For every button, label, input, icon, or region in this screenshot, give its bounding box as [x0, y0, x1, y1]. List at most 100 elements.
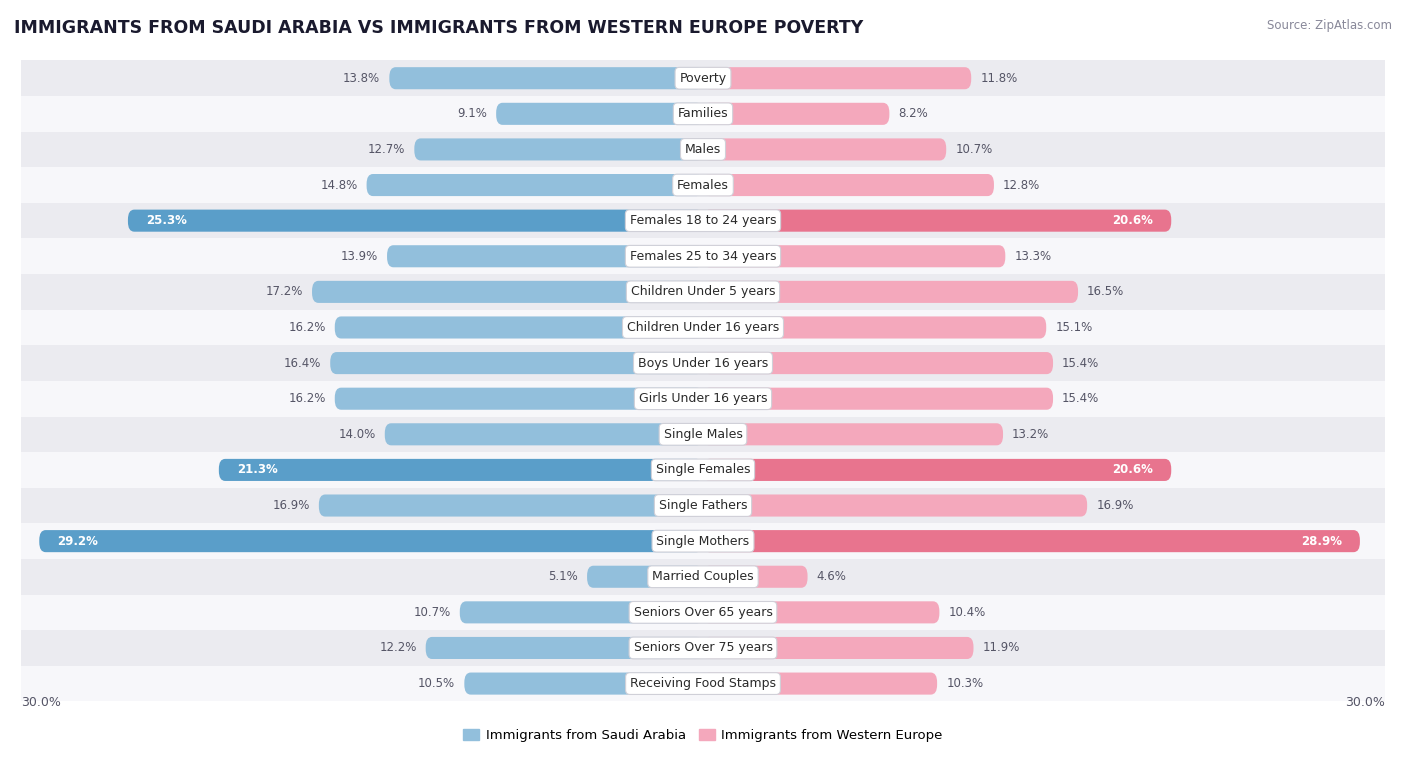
- FancyBboxPatch shape: [703, 174, 994, 196]
- Text: 15.4%: 15.4%: [1062, 356, 1099, 370]
- FancyBboxPatch shape: [21, 523, 1385, 559]
- Text: 28.9%: 28.9%: [1301, 534, 1341, 547]
- FancyBboxPatch shape: [21, 168, 1385, 203]
- Text: 12.7%: 12.7%: [368, 143, 405, 156]
- Text: 12.8%: 12.8%: [1002, 179, 1040, 192]
- FancyBboxPatch shape: [703, 494, 1087, 516]
- Text: 16.2%: 16.2%: [288, 392, 326, 406]
- Text: 15.4%: 15.4%: [1062, 392, 1099, 406]
- FancyBboxPatch shape: [21, 346, 1385, 381]
- Text: Poverty: Poverty: [679, 72, 727, 85]
- Text: 13.2%: 13.2%: [1012, 428, 1049, 441]
- FancyBboxPatch shape: [21, 274, 1385, 310]
- FancyBboxPatch shape: [330, 352, 703, 374]
- Text: Boys Under 16 years: Boys Under 16 years: [638, 356, 768, 370]
- FancyBboxPatch shape: [588, 565, 703, 587]
- FancyBboxPatch shape: [21, 416, 1385, 452]
- FancyBboxPatch shape: [703, 210, 1171, 232]
- FancyBboxPatch shape: [335, 387, 703, 410]
- Text: 16.2%: 16.2%: [288, 321, 326, 334]
- Text: 10.7%: 10.7%: [413, 606, 451, 619]
- FancyBboxPatch shape: [703, 459, 1171, 481]
- FancyBboxPatch shape: [21, 203, 1385, 239]
- Text: Families: Families: [678, 108, 728, 121]
- Text: 13.3%: 13.3%: [1014, 250, 1052, 263]
- FancyBboxPatch shape: [21, 132, 1385, 168]
- Text: 15.1%: 15.1%: [1056, 321, 1092, 334]
- Text: Single Females: Single Females: [655, 463, 751, 477]
- FancyBboxPatch shape: [21, 310, 1385, 346]
- Text: 17.2%: 17.2%: [266, 285, 302, 299]
- Text: 5.1%: 5.1%: [548, 570, 578, 583]
- Text: 20.6%: 20.6%: [1112, 215, 1153, 227]
- FancyBboxPatch shape: [460, 601, 703, 623]
- FancyBboxPatch shape: [703, 246, 1005, 268]
- Text: 11.9%: 11.9%: [983, 641, 1019, 654]
- Text: Single Males: Single Males: [664, 428, 742, 441]
- Text: Children Under 16 years: Children Under 16 years: [627, 321, 779, 334]
- FancyBboxPatch shape: [703, 139, 946, 161]
- Text: Seniors Over 75 years: Seniors Over 75 years: [634, 641, 772, 654]
- FancyBboxPatch shape: [464, 672, 703, 694]
- FancyBboxPatch shape: [21, 96, 1385, 132]
- Text: Married Couples: Married Couples: [652, 570, 754, 583]
- Text: Females 18 to 24 years: Females 18 to 24 years: [630, 215, 776, 227]
- FancyBboxPatch shape: [21, 239, 1385, 274]
- FancyBboxPatch shape: [703, 280, 1078, 303]
- Text: 14.8%: 14.8%: [321, 179, 357, 192]
- FancyBboxPatch shape: [703, 352, 1053, 374]
- Text: 25.3%: 25.3%: [146, 215, 187, 227]
- Text: 10.3%: 10.3%: [946, 677, 983, 690]
- FancyBboxPatch shape: [335, 316, 703, 339]
- FancyBboxPatch shape: [21, 630, 1385, 666]
- FancyBboxPatch shape: [703, 316, 1046, 339]
- Text: 11.8%: 11.8%: [980, 72, 1018, 85]
- Text: Girls Under 16 years: Girls Under 16 years: [638, 392, 768, 406]
- FancyBboxPatch shape: [319, 494, 703, 516]
- Text: Receiving Food Stamps: Receiving Food Stamps: [630, 677, 776, 690]
- FancyBboxPatch shape: [703, 530, 1360, 552]
- Text: Single Fathers: Single Fathers: [659, 499, 747, 512]
- FancyBboxPatch shape: [703, 601, 939, 623]
- FancyBboxPatch shape: [219, 459, 703, 481]
- Text: 16.5%: 16.5%: [1087, 285, 1125, 299]
- FancyBboxPatch shape: [21, 487, 1385, 523]
- Text: 16.9%: 16.9%: [1097, 499, 1133, 512]
- FancyBboxPatch shape: [389, 67, 703, 89]
- FancyBboxPatch shape: [703, 387, 1053, 410]
- Text: Females 25 to 34 years: Females 25 to 34 years: [630, 250, 776, 263]
- Text: 10.7%: 10.7%: [955, 143, 993, 156]
- FancyBboxPatch shape: [703, 565, 807, 587]
- FancyBboxPatch shape: [312, 280, 703, 303]
- Text: 16.9%: 16.9%: [273, 499, 309, 512]
- Text: 4.6%: 4.6%: [817, 570, 846, 583]
- Text: IMMIGRANTS FROM SAUDI ARABIA VS IMMIGRANTS FROM WESTERN EUROPE POVERTY: IMMIGRANTS FROM SAUDI ARABIA VS IMMIGRAN…: [14, 19, 863, 37]
- FancyBboxPatch shape: [387, 246, 703, 268]
- Text: 14.0%: 14.0%: [339, 428, 375, 441]
- Text: 12.2%: 12.2%: [380, 641, 416, 654]
- FancyBboxPatch shape: [21, 381, 1385, 416]
- Text: 30.0%: 30.0%: [1346, 696, 1385, 709]
- FancyBboxPatch shape: [21, 594, 1385, 630]
- FancyBboxPatch shape: [128, 210, 703, 232]
- FancyBboxPatch shape: [703, 423, 1002, 446]
- FancyBboxPatch shape: [367, 174, 703, 196]
- Text: 8.2%: 8.2%: [898, 108, 928, 121]
- FancyBboxPatch shape: [703, 637, 973, 659]
- Text: 20.6%: 20.6%: [1112, 463, 1153, 477]
- FancyBboxPatch shape: [39, 530, 703, 552]
- FancyBboxPatch shape: [21, 61, 1385, 96]
- FancyBboxPatch shape: [703, 672, 938, 694]
- Text: 10.4%: 10.4%: [949, 606, 986, 619]
- FancyBboxPatch shape: [21, 452, 1385, 487]
- Text: Source: ZipAtlas.com: Source: ZipAtlas.com: [1267, 19, 1392, 32]
- Text: 30.0%: 30.0%: [21, 696, 60, 709]
- FancyBboxPatch shape: [426, 637, 703, 659]
- Text: 21.3%: 21.3%: [238, 463, 278, 477]
- Text: 13.9%: 13.9%: [340, 250, 378, 263]
- Text: Seniors Over 65 years: Seniors Over 65 years: [634, 606, 772, 619]
- FancyBboxPatch shape: [703, 103, 890, 125]
- Text: 13.8%: 13.8%: [343, 72, 380, 85]
- Text: Children Under 5 years: Children Under 5 years: [631, 285, 775, 299]
- FancyBboxPatch shape: [21, 666, 1385, 701]
